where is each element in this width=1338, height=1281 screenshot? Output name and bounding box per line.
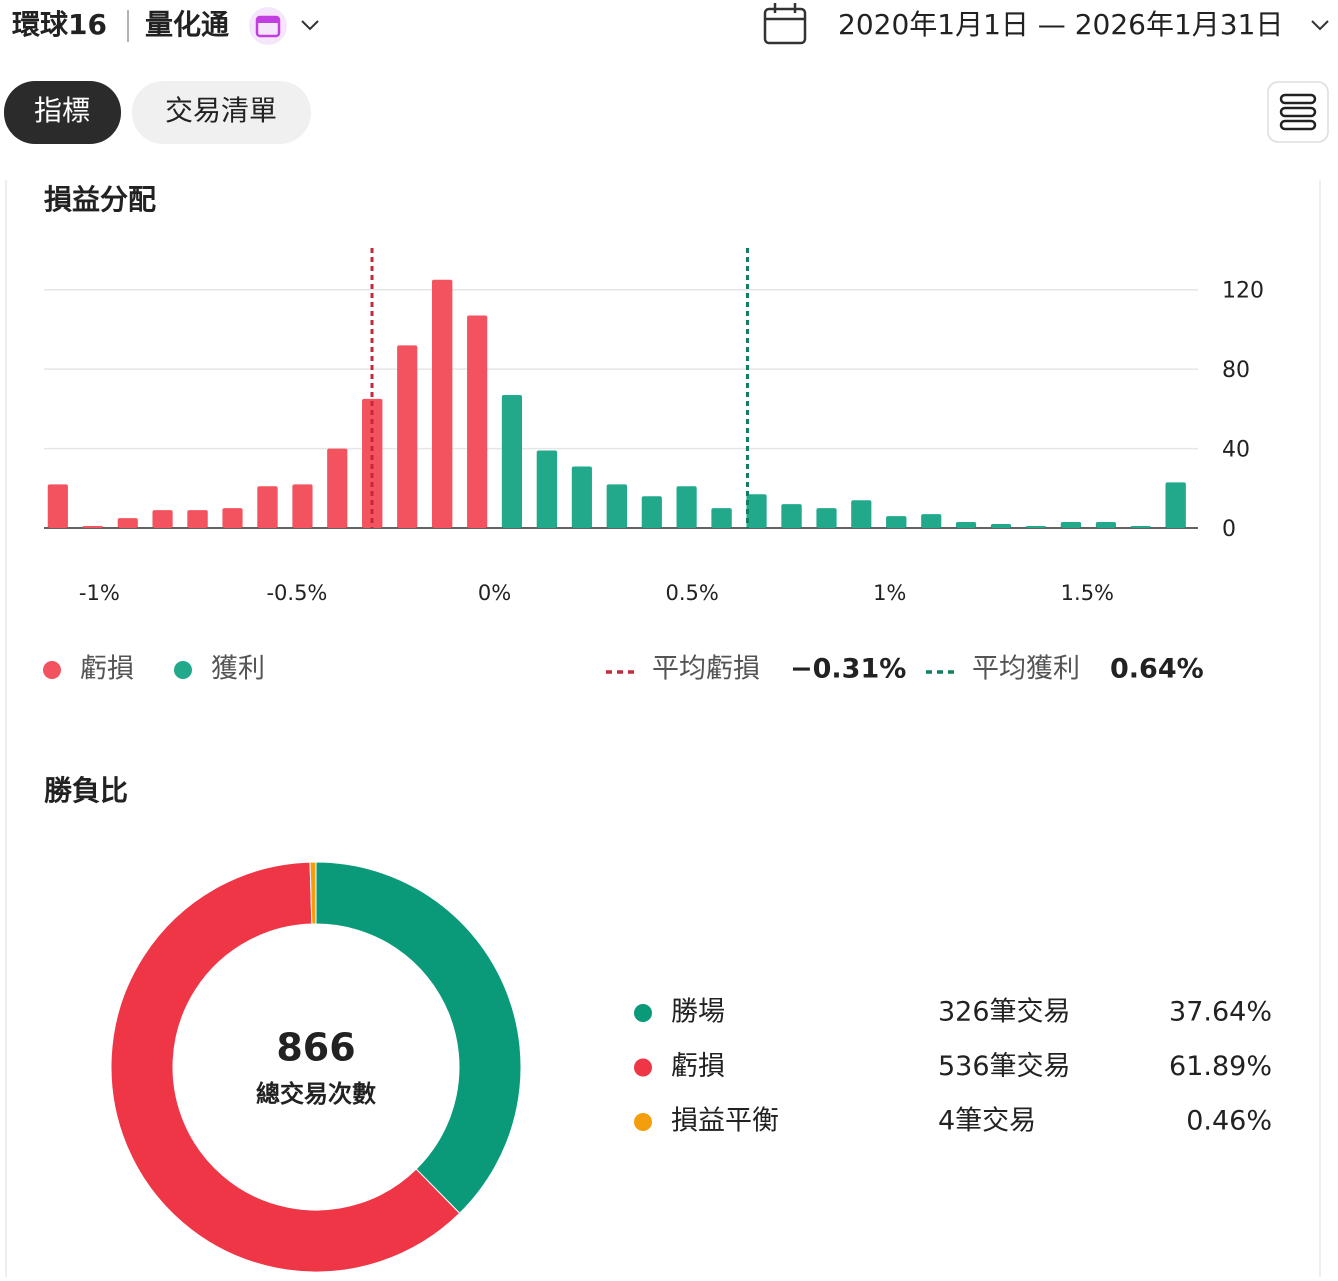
legend-marker: [634, 1113, 652, 1131]
y-tick-label: 120: [1222, 279, 1264, 304]
product-dropdown[interactable]: [301, 20, 319, 31]
bar: [467, 315, 488, 528]
legend-marker: [174, 661, 192, 679]
bar: [397, 345, 418, 528]
bar: [1060, 522, 1082, 528]
bar: [571, 466, 592, 528]
tab-active[interactable]: [4, 81, 121, 144]
bar: [886, 516, 907, 528]
bar: [152, 510, 173, 528]
donut-slice: [110, 861, 461, 1273]
x-tick-label: 0.5%: [665, 581, 718, 605]
bar: [1130, 526, 1151, 528]
account-name: 環球16: [12, 8, 107, 41]
legend-label: 損益平衡: [671, 1106, 779, 1137]
bar: [222, 508, 243, 528]
average-value: −0.31%: [790, 654, 906, 685]
x-tick-label: 1%: [873, 581, 906, 605]
bar: [606, 484, 628, 528]
legend-marker: [634, 1058, 652, 1077]
legend-marker: [634, 1004, 652, 1022]
bar: [82, 526, 104, 528]
trade-count: 4筆交易: [938, 1106, 1036, 1137]
bar: [117, 518, 138, 528]
legend-label: 平均獲利: [972, 654, 1080, 685]
donut-slice: [315, 861, 522, 1214]
legend-label: 虧損: [80, 654, 134, 685]
y-tick-label: 40: [1222, 438, 1250, 463]
bar: [955, 522, 977, 528]
donut-slice: [309, 861, 317, 925]
product-name: 量化通: [145, 8, 229, 41]
bar: [781, 504, 802, 528]
bar: [641, 496, 662, 528]
bar: [1165, 482, 1186, 528]
legend-label: 勝場: [671, 997, 725, 1028]
date-range[interactable]: 2020年1月1日 — 2026年1月31日: [838, 8, 1283, 41]
legend-label: 平均虧損: [652, 654, 760, 685]
legend-label: 獲利: [211, 654, 265, 685]
date-dropdown[interactable]: [1311, 20, 1329, 31]
trade-percent: 37.64%: [1169, 997, 1272, 1028]
tab-label[interactable]: 交易清單: [165, 94, 277, 127]
tab-label[interactable]: 指標: [34, 94, 90, 127]
bar: [676, 486, 697, 528]
trade-count: 326筆交易: [938, 997, 1071, 1028]
x-tick-label: 0%: [478, 581, 511, 605]
total-count: 866: [276, 1026, 355, 1070]
average-value: 0.64%: [1110, 654, 1204, 685]
bar: [746, 494, 767, 528]
bar: [501, 394, 523, 528]
x-tick-label: -1%: [79, 581, 120, 605]
section-title: 勝負比: [44, 774, 128, 807]
trade-percent: 0.46%: [1186, 1106, 1272, 1137]
trade-count: 536筆交易: [938, 1051, 1071, 1082]
bar: [990, 524, 1012, 528]
bar: [851, 500, 872, 528]
bar: [816, 508, 837, 528]
x-tick-label: 1.5%: [1061, 581, 1114, 605]
bar: [257, 486, 278, 528]
bar: [362, 398, 383, 528]
y-tick-label: 80: [1222, 358, 1250, 383]
section-title: 損益分配: [44, 183, 156, 216]
total-label: 總交易次數: [256, 1080, 376, 1108]
menu-button[interactable]: [1267, 81, 1329, 143]
legend-label: 虧損: [671, 1051, 725, 1082]
bar: [47, 484, 68, 528]
legend-marker: [43, 661, 61, 679]
y-tick-label: 0: [1222, 517, 1236, 542]
bar: [536, 450, 558, 528]
tab[interactable]: [132, 81, 311, 144]
bar: [1095, 522, 1117, 528]
bar: [327, 448, 348, 528]
bar: [292, 484, 313, 528]
trade-percent: 61.89%: [1169, 1051, 1272, 1082]
calendar-icon[interactable]: [763, 3, 807, 45]
bar: [921, 514, 942, 528]
x-tick-label: -0.5%: [266, 581, 327, 605]
bar: [187, 510, 208, 528]
bar: [1025, 526, 1047, 528]
product-icon: [249, 7, 287, 45]
bar: [431, 279, 453, 528]
bar: [711, 508, 732, 528]
